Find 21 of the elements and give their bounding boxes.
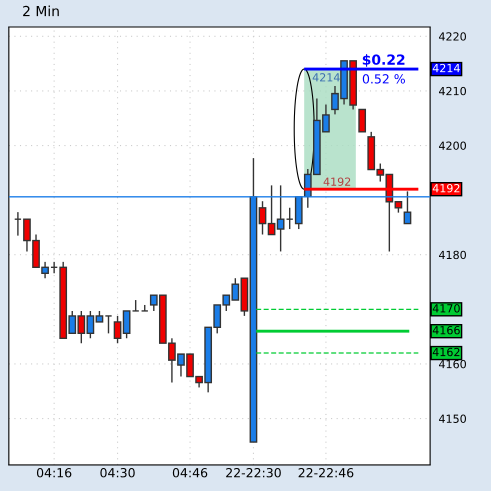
annotation: 4214 bbox=[312, 73, 340, 82]
ref-line-label: 4166 bbox=[432, 326, 460, 334]
y-tick-label: 4220 bbox=[438, 32, 466, 41]
y-tick-label: 4210 bbox=[438, 86, 466, 96]
y-tick-label: 4200 bbox=[438, 141, 466, 150]
annotation: 4192 bbox=[324, 177, 350, 186]
ref-line-label: 4192 bbox=[432, 184, 460, 192]
x-tick-label: 22-22:30 bbox=[226, 468, 281, 478]
annotation: 0.52 % bbox=[362, 74, 405, 84]
y-tick-label: 4160 bbox=[438, 360, 466, 368]
x-tick-label: 04:30 bbox=[100, 468, 135, 478]
ref-line-label: 4162 bbox=[432, 348, 460, 356]
x-tick-label: 22-22:46 bbox=[298, 468, 354, 478]
chart-title: 2 Min bbox=[23, 6, 59, 16]
y-tick-label: 4180 bbox=[438, 250, 466, 260]
ref-line-label: 4170 bbox=[432, 304, 460, 313]
y-tick-label: 4150 bbox=[438, 414, 466, 423]
x-tick-label: 04:46 bbox=[172, 468, 208, 478]
x-tick-label: 04:16 bbox=[36, 468, 72, 478]
ref-line-label: 4214 bbox=[432, 64, 460, 72]
annotation: $0.22 bbox=[362, 54, 404, 67]
